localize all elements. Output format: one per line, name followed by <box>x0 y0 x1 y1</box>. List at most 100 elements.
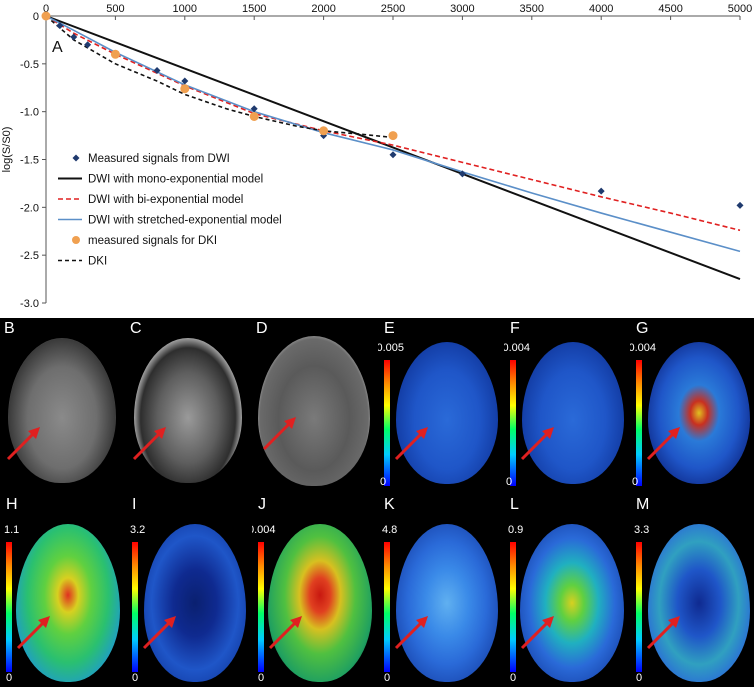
map-l-brain-image <box>520 524 624 682</box>
colorbar-max-label: 1.1 <box>4 524 20 536</box>
panel-label-a: A <box>52 39 63 56</box>
colorbar-max-label: 0.004 <box>630 342 656 354</box>
red-arrow-icon <box>142 616 176 650</box>
panel-label: H <box>6 496 18 513</box>
red-arrow-icon <box>262 417 296 451</box>
panel-label: M <box>636 496 650 513</box>
data-point-diamond <box>458 170 466 178</box>
colorbar-max-label: 0.004 <box>504 342 530 354</box>
y-tick-label: -1.0 <box>20 107 39 119</box>
mri-panel-e: 0.005 0 E <box>378 318 501 491</box>
colorbar <box>510 360 516 486</box>
series-line <box>45 15 741 281</box>
mri-panel-m: 3.3 0 M <box>630 494 754 687</box>
data-point-diamond <box>84 41 92 49</box>
x-tick-label: 1000 <box>173 3 197 15</box>
legend-entry: DKI <box>88 256 107 268</box>
colorbar <box>6 542 12 672</box>
series-line <box>45 15 741 232</box>
panel-label: C <box>130 320 142 337</box>
chart-panel-a: 0 500 1000 1500 2000 2500 3000 3500 4000 4500 5000… <box>0 0 754 318</box>
data-point-diamond <box>389 151 397 159</box>
y-tick-label: -0.5 <box>20 59 39 71</box>
panel-label: D <box>256 320 268 337</box>
panel-label: J <box>258 496 266 513</box>
map-e-brain-image <box>396 342 498 484</box>
mri-panel-d: D <box>252 318 375 491</box>
red-arrow-icon <box>394 616 428 650</box>
x-tick-label: 0 <box>43 3 49 15</box>
colorbar-max-label: 0.005 <box>378 342 404 354</box>
data-point-circle <box>180 84 190 94</box>
legend-entry: DWI with stretched-exponential model <box>88 215 282 227</box>
mri-image-grid: B C D 0.005 0 E 0.004 0 F 0.004 0 G <box>0 318 754 687</box>
x-tick-label: 3000 <box>450 3 474 15</box>
panel-label: G <box>636 320 649 337</box>
red-arrow-icon <box>520 616 554 650</box>
red-arrow-icon <box>132 427 166 461</box>
colorbar-min-label: 0 <box>636 672 643 684</box>
x-tick-label: 5000 <box>728 3 752 15</box>
contrast-brain-image <box>258 336 370 486</box>
y-tick-label: -2.0 <box>20 202 39 214</box>
map-h-brain-image <box>16 524 120 682</box>
x-tick-label: 500 <box>106 3 124 15</box>
data-point-circle <box>41 11 51 21</box>
panel-label: B <box>4 320 15 337</box>
map-j-brain-image <box>268 524 372 682</box>
red-arrow-icon <box>6 427 40 461</box>
colorbar <box>132 542 138 672</box>
legend-entry: measured signals for DKI <box>88 235 217 247</box>
mri-panel-i: 3.2 0 I <box>126 494 249 687</box>
x-tick-label: 2500 <box>381 3 405 15</box>
log-signal-chart: 0 500 1000 1500 2000 2500 3000 3500 4000 4500 5000… <box>1 3 752 310</box>
mri-panel-f: 0.004 0 F <box>504 318 627 491</box>
colorbar-min-label: 0 <box>384 672 391 684</box>
colorbar <box>636 542 642 672</box>
mri-panel-h: 1.1 0 H <box>0 494 123 687</box>
red-arrow-icon <box>646 427 680 461</box>
map-g-brain-image <box>648 342 750 484</box>
legend-swatch <box>72 236 80 244</box>
colorbar-min-label: 0 <box>132 672 139 684</box>
colorbar-max-label: 0.004 <box>252 524 276 536</box>
map-f-brain-image <box>522 342 624 484</box>
panel-label: K <box>384 496 395 513</box>
colorbar-min-label: 0 <box>510 672 517 684</box>
data-point-circle <box>249 111 259 121</box>
map-m-brain-image <box>648 524 750 682</box>
mri-panel-l: 0.9 0 L <box>504 494 627 687</box>
map-i-brain-image <box>144 524 246 682</box>
map-k-brain-image <box>396 524 498 682</box>
red-arrow-icon <box>268 616 302 650</box>
data-point-diamond <box>70 33 78 41</box>
legend-entry: Measured signals from DWI <box>88 153 230 165</box>
data-point-diamond <box>181 77 189 85</box>
panel-label: L <box>510 496 519 513</box>
y-tick-label: -2.5 <box>20 250 39 262</box>
colorbar-min-label: 0 <box>258 672 265 684</box>
mri-panel-g: 0.004 0 G <box>630 318 754 491</box>
x-tick-label: 4000 <box>589 3 613 15</box>
t1-brain-image <box>8 338 116 483</box>
panel-label: I <box>132 496 137 513</box>
data-point-diamond <box>56 22 64 30</box>
colorbar <box>384 542 390 672</box>
colorbar <box>510 542 516 672</box>
data-point-diamond <box>250 105 258 113</box>
series-line <box>45 15 741 253</box>
red-arrow-icon <box>394 427 428 461</box>
data-point-circle <box>388 131 398 141</box>
y-tick-label: 0 <box>33 11 39 23</box>
mri-panel-c: C <box>126 318 249 491</box>
legend-swatch <box>72 154 80 162</box>
mri-panel-k: 4.8 0 K <box>378 494 501 687</box>
y-axis-label: log(S/S0) <box>1 127 13 173</box>
colorbar <box>636 360 642 486</box>
y-tick-label: -1.5 <box>20 155 39 167</box>
panel-label: E <box>384 320 395 337</box>
data-point-circle <box>319 126 329 136</box>
legend-entry: DWI with mono-exponential model <box>88 174 263 186</box>
x-tick-label: 3500 <box>520 3 544 15</box>
colorbar <box>384 360 390 486</box>
